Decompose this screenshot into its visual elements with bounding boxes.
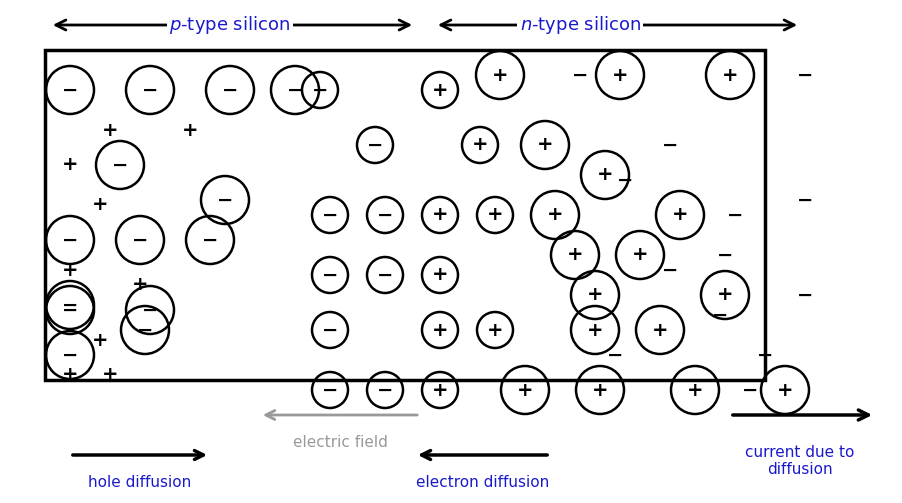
Text: −: − (796, 286, 814, 304)
Text: +: + (517, 380, 533, 399)
Text: −: − (62, 346, 78, 365)
Text: −: − (607, 346, 623, 365)
Text: +: + (432, 80, 448, 100)
Text: +: + (612, 65, 629, 85)
Text: −: − (222, 80, 238, 100)
Text: −: − (322, 380, 338, 399)
Text: −: − (377, 380, 393, 399)
Text: electric field: electric field (292, 435, 388, 450)
Text: +: + (61, 261, 78, 280)
Text: +: + (181, 121, 198, 139)
Text: +: + (586, 286, 603, 304)
Text: +: + (686, 380, 704, 399)
Text: hole diffusion: hole diffusion (88, 475, 191, 490)
Text: +: + (592, 380, 608, 399)
Text: +: + (492, 65, 508, 85)
Bar (45, 50, 765, 380)
Text: −: − (572, 65, 588, 85)
Text: −: − (741, 380, 759, 399)
Text: −: − (377, 266, 393, 285)
Text: −: − (796, 65, 814, 85)
Text: +: + (672, 206, 688, 224)
Text: +: + (566, 245, 584, 265)
Text: −: − (202, 230, 218, 249)
Text: current due to
diffusion: current due to diffusion (745, 445, 855, 477)
Text: −: − (142, 300, 158, 319)
Text: −: − (142, 80, 158, 100)
Text: −: − (662, 261, 678, 280)
Text: −: − (322, 206, 338, 224)
Text: −: − (132, 230, 148, 249)
Text: −: − (62, 80, 78, 100)
Text: −: − (216, 191, 234, 210)
Text: +: + (432, 266, 448, 285)
Text: $\it{p}$-type silicon: $\it{p}$-type silicon (170, 14, 290, 36)
Text: −: − (322, 320, 338, 340)
Text: +: + (92, 330, 108, 350)
Text: +: + (432, 320, 448, 340)
Text: −: − (367, 135, 383, 154)
Text: −: − (112, 155, 128, 175)
Text: +: + (61, 155, 78, 175)
Text: +: + (777, 380, 793, 399)
Text: −: − (312, 80, 328, 100)
Text: +: + (432, 206, 448, 224)
Text: +: + (586, 320, 603, 340)
Text: −: − (62, 230, 78, 249)
Text: +: + (472, 135, 488, 154)
Text: +: + (432, 380, 448, 399)
Text: −: − (717, 245, 733, 265)
Text: +: + (487, 206, 503, 224)
Text: +: + (102, 366, 118, 384)
Text: −: − (712, 305, 728, 324)
Text: −: − (796, 191, 814, 210)
Text: −: − (137, 320, 153, 340)
Text: +: + (722, 65, 738, 85)
Text: +: + (132, 276, 148, 294)
Text: +: + (537, 135, 553, 154)
Text: +: + (61, 366, 78, 384)
Text: +: + (92, 196, 108, 214)
Text: +: + (631, 245, 649, 265)
Text: +: + (547, 206, 563, 224)
Text: +: + (717, 286, 733, 304)
Text: $\it{n}$-type silicon: $\it{n}$-type silicon (520, 14, 640, 36)
Text: +: + (652, 320, 668, 340)
Text: −: − (62, 300, 78, 319)
Text: −: − (617, 171, 633, 190)
Text: −: − (377, 206, 393, 224)
Text: +: + (597, 165, 613, 185)
Text: −: − (662, 135, 678, 154)
Text: +: + (102, 121, 118, 139)
Text: −: − (727, 206, 743, 224)
Text: electron diffusion: electron diffusion (416, 475, 549, 490)
Text: −: − (757, 346, 773, 365)
Text: −: − (287, 80, 303, 100)
Text: +: + (487, 320, 503, 340)
Text: −: − (62, 295, 78, 314)
Text: −: − (322, 266, 338, 285)
